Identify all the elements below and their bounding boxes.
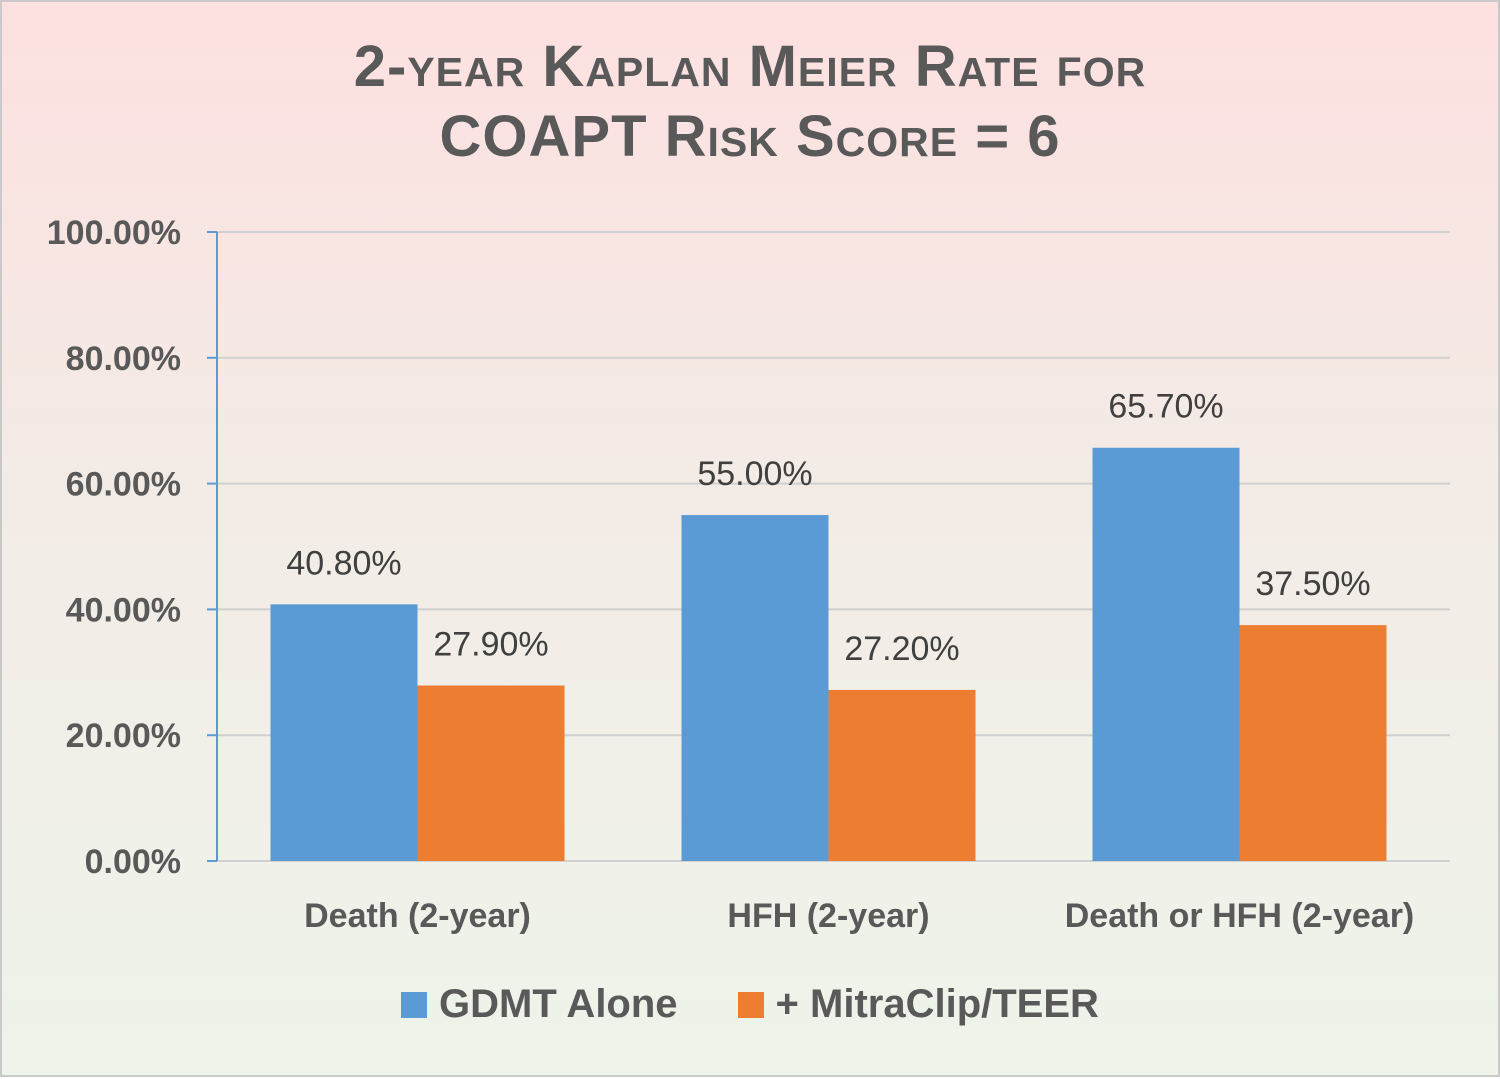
chart-title: 2-year Kaplan Meier Rate for COAPT Risk …	[2, 32, 1498, 172]
bar	[270, 604, 418, 861]
bars	[270, 447, 1387, 861]
bar	[417, 685, 565, 861]
y-tick-label: 0.00%	[85, 843, 181, 881]
data-label: 27.90%	[433, 626, 548, 664]
chart-title-line1: 2-year Kaplan Meier Rate for	[353, 34, 1147, 99]
y-tick-label: 80.00%	[66, 340, 181, 378]
data-label: 65.70%	[1108, 388, 1223, 426]
bar	[681, 515, 829, 861]
x-category-label: HFH (2-year)	[727, 897, 929, 935]
bar	[1239, 625, 1387, 861]
x-category-label: Death or HFH (2-year)	[1065, 897, 1415, 935]
legend-label-mitraclip: + MitraClip/TEER	[775, 982, 1099, 1026]
y-axis	[207, 231, 218, 862]
y-tick-label: 60.00%	[66, 466, 181, 504]
y-tick-label: 20.00%	[66, 717, 181, 755]
legend-item-gdmt: GDMT Alone	[401, 982, 678, 1027]
legend-item-mitraclip: + MitraClip/TEER	[737, 982, 1099, 1027]
labels: 0.00% 20.00% 40.00% 60.00% 80.00% 100.00% 40.8…	[47, 214, 1414, 935]
data-label: 37.50%	[1255, 565, 1370, 603]
legend-swatch-gdmt	[401, 991, 428, 1018]
legend-swatch-mitraclip	[737, 991, 764, 1018]
data-label: 40.80%	[286, 544, 401, 582]
legend-label-gdmt: GDMT Alone	[439, 982, 678, 1026]
bar	[1092, 447, 1240, 861]
chart-title-line2: COAPT Risk Score = 6	[439, 104, 1061, 169]
legend: GDMT Alone + MitraClip/TEER	[2, 982, 1498, 1027]
data-label: 55.00%	[697, 455, 812, 493]
x-category-label: Death (2-year)	[304, 897, 531, 935]
y-tick-label: 40.00%	[66, 591, 181, 629]
bar	[828, 689, 976, 861]
y-tick-label: 100.00%	[47, 214, 181, 252]
data-label: 27.20%	[844, 630, 959, 668]
